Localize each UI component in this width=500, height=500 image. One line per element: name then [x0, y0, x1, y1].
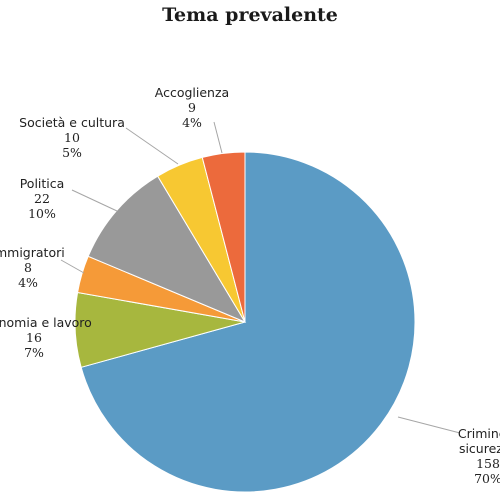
- leader-line-politica: [71, 189, 118, 212]
- leader-line-crimine-e-sicurezza: [397, 416, 461, 434]
- slice-label-immigratori: Immigratori84%: [0, 245, 65, 290]
- slice-label-societa-e-cultura: Società e cultura 10 5%: [19, 115, 125, 160]
- chart-title: Tema prevalente: [162, 4, 338, 26]
- slice-label-crimine-e-sicurezza: Crimine esicurezza15870%: [458, 426, 500, 486]
- leader-line-accoglienza: [213, 121, 223, 154]
- slice-label-politica: Politica 22 10%: [20, 176, 65, 221]
- leader-line-immigratori: [60, 259, 85, 274]
- pie-slice-crimine-e-sicurezza: [80, 151, 416, 493]
- pie-slice-accoglienza: [201, 151, 246, 323]
- slice-label-accoglienza: Accoglienza 9 4%: [155, 85, 229, 130]
- pie-slices: [74, 151, 416, 493]
- leader-lines: [60, 121, 461, 434]
- slice-labels: Crimine esicurezza15870% Economia e lavor…: [0, 85, 500, 486]
- leader-line-societa-e-cultura: [125, 127, 179, 165]
